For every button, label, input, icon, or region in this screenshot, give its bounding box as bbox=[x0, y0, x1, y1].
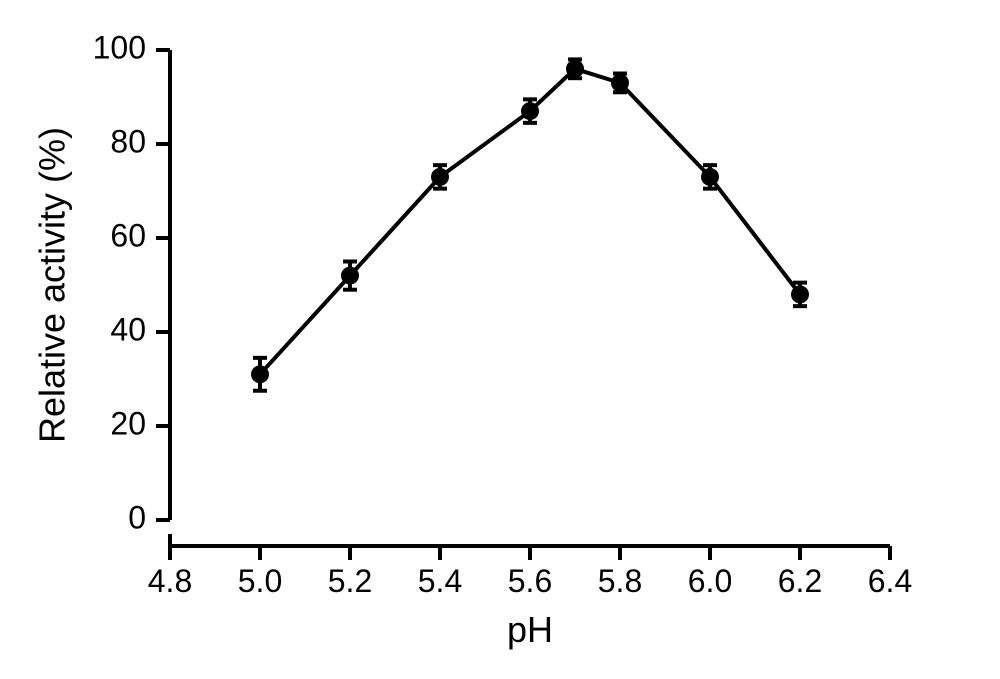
data-point bbox=[521, 102, 539, 120]
y-tick-label: 20 bbox=[110, 405, 146, 441]
ph-activity-chart: 0 20 40 60 80 100 Relative activity (%) 4.8 5.0 5… bbox=[0, 0, 1000, 679]
y-tick-label: 100 bbox=[93, 29, 146, 65]
x-tick-label: 5.8 bbox=[598, 563, 642, 599]
data-point bbox=[791, 285, 809, 303]
data-point bbox=[701, 168, 719, 186]
y-tick-label: 0 bbox=[128, 499, 146, 535]
data-point bbox=[431, 168, 449, 186]
x-tick-label: 6.2 bbox=[778, 563, 822, 599]
data-point bbox=[341, 267, 359, 285]
x-tick-label: 5.4 bbox=[418, 563, 462, 599]
x-tick-label: 6.0 bbox=[688, 563, 732, 599]
y-tick-label: 80 bbox=[110, 123, 146, 159]
x-tick-label: 6.4 bbox=[868, 563, 912, 599]
x-tick-label: 5.6 bbox=[508, 563, 552, 599]
x-tick-label: 4.8 bbox=[148, 563, 192, 599]
y-axis-title: Relative activity (%) bbox=[32, 127, 73, 443]
data-point bbox=[566, 60, 584, 78]
x-tick-label: 5.2 bbox=[328, 563, 372, 599]
x-tick-label: 5.0 bbox=[238, 563, 282, 599]
y-tick-label: 60 bbox=[110, 217, 146, 253]
data-point bbox=[611, 74, 629, 92]
y-tick-label: 40 bbox=[110, 311, 146, 347]
x-axis-title: pH bbox=[507, 609, 553, 650]
data-point bbox=[251, 365, 269, 383]
